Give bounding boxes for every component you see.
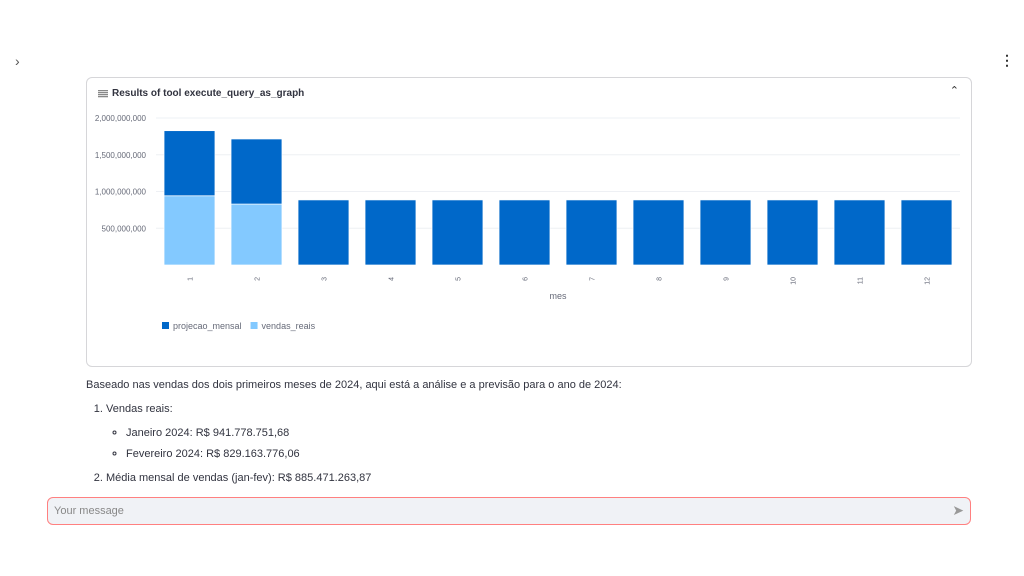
newspaper-icon (98, 89, 108, 98)
bar-projecao_mensal-11 (833, 199, 886, 266)
menu-kebab-icon[interactable]: ⋮ (1000, 52, 1014, 68)
x-tick-label: 7 (590, 277, 597, 281)
y-tick-label: 2,000,000,000 (95, 114, 147, 123)
list-item: Vendas reais: (106, 403, 173, 415)
legend-swatch-projecao_mensal (162, 322, 169, 329)
bar-projecao_mensal-2 (230, 138, 283, 205)
list-item: Fevereiro 2024: R$ 829.163.776,06 (126, 447, 622, 461)
x-tick-label: 6 (523, 277, 530, 281)
bar-projecao_mensal-7 (565, 199, 618, 266)
bar-projecao_mensal-8 (632, 199, 685, 266)
card-header[interactable]: Results of tool execute_query_as_graph (98, 88, 304, 99)
x-tick-label: 11 (858, 277, 865, 284)
assistant-message: Baseado nas vendas dos dois primeiros me… (86, 378, 622, 485)
x-tick-label: 5 (456, 277, 463, 281)
chat-message-scroll: Baseado nas vendas dos dois primeiros me… (86, 370, 970, 488)
sidebar-expand-chevron-icon[interactable]: › (15, 53, 20, 69)
bar-projecao_mensal-10 (766, 199, 819, 266)
bar-vendas_reais-2 (230, 203, 283, 266)
bar-projecao_mensal-1 (163, 130, 216, 197)
y-tick-label: 1,500,000,000 (95, 151, 147, 160)
bar-projecao_mensal-3 (297, 199, 350, 266)
list-item: Média mensal de vendas (jan-fev): R$ 885… (106, 471, 622, 485)
bar-projecao_mensal-12 (900, 199, 953, 266)
legend-label-projecao_mensal: projecao_mensal (173, 321, 242, 331)
message-intro: Baseado nas vendas dos dois primeiros me… (86, 379, 622, 391)
x-axis-label: mes (549, 291, 567, 301)
tool-result-card: Results of tool execute_query_as_graph ⌃ (86, 77, 972, 367)
x-tick-label: 8 (657, 277, 664, 281)
chevron-up-icon[interactable]: ⌃ (949, 85, 959, 97)
x-tick-label: 12 (925, 277, 932, 285)
x-tick-label: 4 (389, 277, 396, 281)
x-tick-label: 3 (322, 277, 329, 281)
input-placeholder: Your message (54, 505, 124, 517)
bar-projecao_mensal-9 (699, 199, 752, 266)
card-title: Results of tool execute_query_as_graph (112, 88, 305, 99)
y-tick-label: 1,000,000,000 (95, 188, 147, 197)
send-icon[interactable]: ➤ (952, 502, 964, 518)
bar-projecao_mensal-6 (498, 199, 551, 266)
x-tick-label: 10 (791, 277, 798, 285)
y-tick-label: 500,000,000 (102, 224, 147, 233)
bar-projecao_mensal-5 (431, 199, 484, 266)
list-item: Janeiro 2024: R$ 941.778.751,68 (126, 426, 622, 440)
message-input[interactable]: Your message ➤ (47, 497, 971, 525)
legend-label-vendas_reais: vendas_reais (262, 321, 316, 331)
bar-chart: 500,000,000 1,000,000,000 1,500,000,000 2,0… (95, 114, 960, 331)
x-tick-label: 9 (724, 277, 731, 281)
x-tick-label: 1 (188, 277, 195, 281)
x-tick-label: 2 (255, 277, 262, 281)
bar-projecao_mensal-4 (364, 199, 417, 266)
bar-vendas_reais-1 (163, 195, 216, 266)
legend-swatch-vendas_reais (250, 322, 258, 329)
